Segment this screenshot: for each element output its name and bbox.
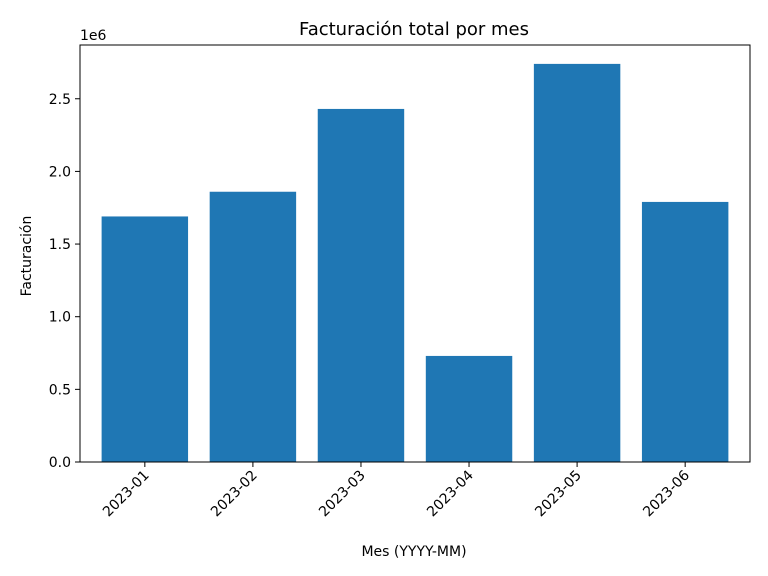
plot-frame [79,44,751,463]
bar [209,191,297,462]
bar [425,355,513,462]
y-tick-label: 1.0 [49,310,71,326]
y-axis-offset-label: 1e6 [80,28,107,44]
bar [317,108,405,463]
y-tick-label: 1.5 [49,237,71,253]
bar [533,63,621,462]
chart-title: Facturación total por mes [299,19,529,40]
y-axis-label: Facturación [19,216,35,297]
y-tick-label: 0.5 [49,382,71,398]
x-axis-label: Mes (YYYY-MM) [361,544,466,560]
y-tick-label: 0.0 [49,455,71,471]
y-tick-label: 2.0 [49,164,71,180]
y-tick-label: 2.5 [49,92,71,108]
bar [101,216,189,462]
bar [641,201,729,463]
